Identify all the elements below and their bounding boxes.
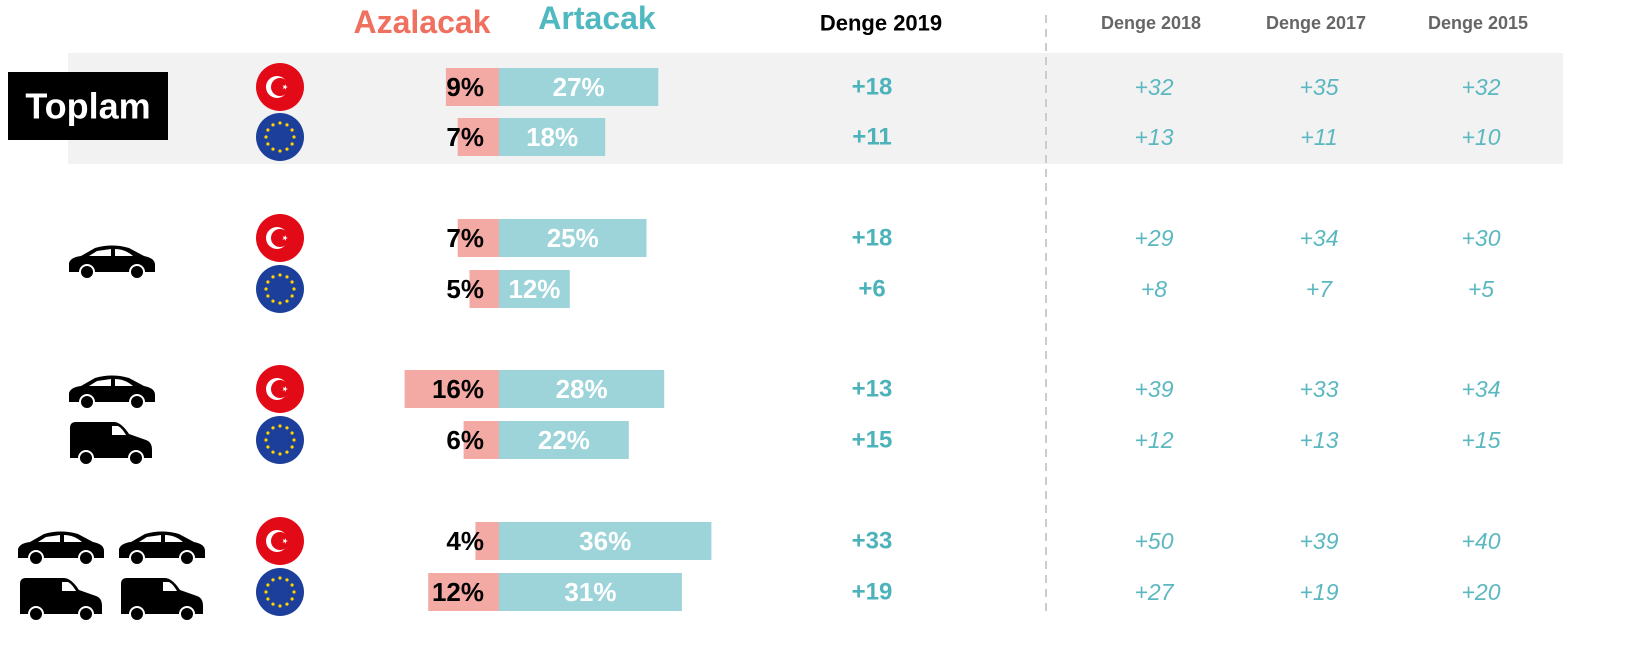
legend-decrease: Azalacak [354, 4, 491, 40]
bar-increase [499, 68, 659, 106]
flag [256, 265, 304, 313]
balance-value: +13 [852, 376, 893, 403]
flag [256, 568, 304, 616]
balance-value: +13 [1299, 427, 1338, 453]
group-box [8, 72, 168, 140]
balance-value: +29 [1134, 225, 1173, 251]
balance-value: +34 [1299, 225, 1338, 251]
balance-value: +33 [852, 528, 893, 555]
bar-increase [499, 370, 665, 408]
column-header: Denge 2015 [1428, 13, 1528, 33]
flag [256, 113, 304, 161]
label-increase: 22% [538, 425, 590, 455]
bar-decrease [463, 421, 499, 459]
balance-value: +15 [1461, 427, 1500, 453]
legend-increase: Artacak [538, 0, 656, 36]
bar-decrease [469, 270, 499, 308]
flag [256, 416, 304, 464]
bar-increase [499, 573, 682, 611]
balance-value: +34 [1461, 376, 1500, 402]
balance-value: +5 [1468, 276, 1494, 302]
group-label: Toplam [25, 86, 150, 127]
balance-value: +30 [1461, 225, 1500, 251]
label-increase: 28% [556, 374, 608, 404]
balance-value: +12 [1134, 427, 1173, 453]
balance-value: +20 [1461, 579, 1500, 605]
label-decrease: 9% [446, 72, 484, 102]
balance-value: +19 [852, 579, 893, 606]
balance-value: +11 [1300, 124, 1337, 150]
balance-value: +32 [1461, 74, 1500, 100]
column-header: Denge 2017 [1266, 13, 1366, 33]
bar-decrease [475, 522, 499, 560]
balance-value: +8 [1141, 276, 1167, 302]
label-increase: 18% [526, 122, 578, 152]
label-decrease: 5% [446, 274, 484, 304]
balance-value: +6 [858, 276, 885, 303]
bar-decrease [457, 118, 499, 156]
balance-value: +18 [852, 225, 893, 252]
highlight-band [68, 53, 1563, 164]
label-decrease: 7% [446, 122, 484, 152]
balance-value: +7 [1306, 276, 1333, 302]
balance-value: +15 [852, 427, 893, 454]
label-decrease: 6% [446, 425, 484, 455]
label-increase: 12% [508, 274, 560, 304]
label-increase: 27% [553, 72, 605, 102]
flag [256, 517, 304, 565]
bar-decrease [428, 573, 499, 611]
bar-increase [499, 522, 712, 560]
balance-value: +19 [1299, 579, 1338, 605]
bar-increase [499, 219, 647, 257]
balance-value: +40 [1461, 528, 1500, 554]
bar-increase [499, 421, 629, 459]
balance-value: +13 [1134, 124, 1173, 150]
bar-decrease [457, 219, 499, 257]
balance-value: +18 [852, 74, 893, 101]
flag [256, 214, 304, 262]
balance-value: +10 [1461, 124, 1500, 150]
balance-value: +35 [1299, 74, 1338, 100]
column-header: Denge 2019 [820, 11, 942, 36]
vehicle-icons [17, 244, 206, 622]
label-decrease: 7% [446, 223, 484, 253]
balance-value: +39 [1134, 376, 1173, 402]
flag [256, 63, 304, 111]
label-increase: 36% [579, 526, 631, 556]
balance-value: +27 [1134, 579, 1174, 605]
bar-increase [499, 118, 606, 156]
label-decrease: 4% [446, 526, 484, 556]
bar-increase [499, 270, 570, 308]
balance-value: +39 [1299, 528, 1338, 554]
balance-value: +50 [1134, 528, 1173, 554]
column-header: Denge 2018 [1101, 13, 1201, 33]
bar-decrease [404, 370, 499, 408]
bar-decrease [445, 68, 499, 106]
balance-value: +33 [1299, 376, 1338, 402]
balance-value: +32 [1134, 74, 1173, 100]
label-decrease: 12% [432, 577, 484, 607]
balance-value: +11 [852, 124, 891, 151]
label-increase: 31% [564, 577, 616, 607]
label-decrease: 16% [432, 374, 484, 404]
label-increase: 25% [547, 223, 599, 253]
flag [256, 365, 304, 413]
